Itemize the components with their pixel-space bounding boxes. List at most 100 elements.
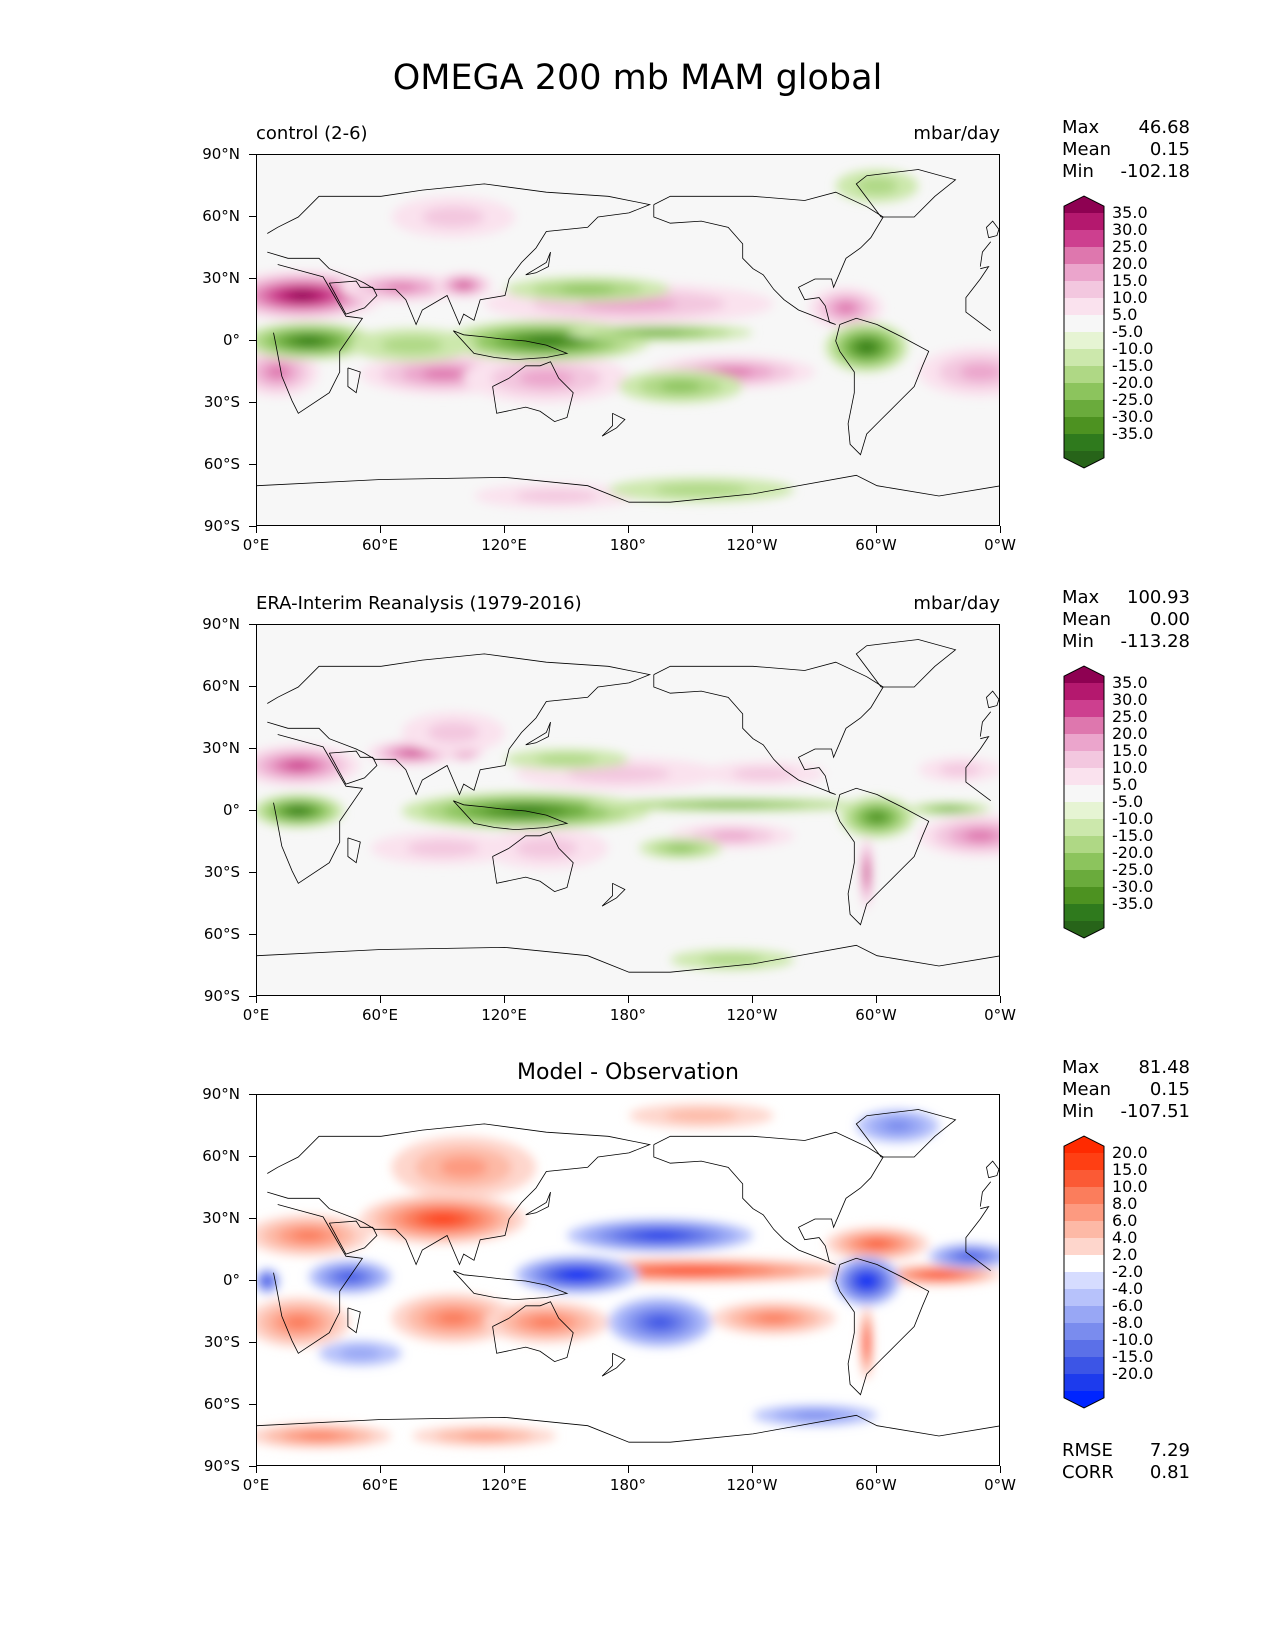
negative-anomaly bbox=[794, 1411, 836, 1419]
positive-anomaly bbox=[515, 489, 598, 503]
lon-tick-mark bbox=[256, 1466, 257, 1473]
colorbar-tick-label: 6.0 bbox=[1112, 1211, 1138, 1230]
stats-block: Max 100.93 Mean 0.00 Min -113.28 bbox=[1062, 587, 1190, 653]
lon-tick-mark bbox=[752, 996, 753, 1003]
colorbar-tick-label: 20.0 bbox=[1112, 1143, 1148, 1162]
lon-tick-mark bbox=[256, 526, 257, 533]
stat-name: Mean bbox=[1062, 609, 1112, 630]
colorbar-segment bbox=[1064, 196, 1104, 213]
colorbar-segment bbox=[1064, 887, 1104, 904]
stat-row: Min -102.18 bbox=[1062, 161, 1190, 183]
lat-tick-label: 90°S bbox=[203, 1457, 240, 1475]
lat-tick-label: 30°N bbox=[202, 1209, 240, 1227]
stat-row: Max 46.68 bbox=[1062, 117, 1190, 139]
stat-name: Mean bbox=[1062, 139, 1112, 160]
positive-anomaly bbox=[518, 369, 574, 387]
lat-tick-label: 30°S bbox=[203, 1333, 240, 1351]
negative-anomaly bbox=[636, 330, 684, 335]
stat-row: Mean 0.00 bbox=[1062, 609, 1190, 631]
lat-tick-mark bbox=[249, 872, 256, 873]
stat-row: Min -113.28 bbox=[1062, 631, 1190, 653]
stats-block: Max 81.48 Mean 0.15 Min -107.51 bbox=[1062, 1057, 1190, 1123]
lon-tick-label: 0°E bbox=[242, 536, 270, 554]
colorbar-tick-label: -25.0 bbox=[1112, 390, 1154, 409]
colorbar-tick-label: 10.0 bbox=[1112, 1177, 1148, 1196]
lon-tick-mark bbox=[876, 996, 877, 1003]
lon-tick-label: 60°W bbox=[855, 536, 897, 554]
lat-tick-label: 0° bbox=[222, 801, 240, 819]
negative-anomaly bbox=[290, 808, 306, 814]
colorbar-segment bbox=[1064, 836, 1104, 853]
map-plot bbox=[256, 624, 1000, 996]
colorbar-segment bbox=[1064, 1221, 1104, 1238]
coastline bbox=[257, 944, 999, 973]
negative-anomaly bbox=[529, 337, 564, 345]
lon-tick-mark bbox=[380, 1466, 381, 1473]
lon-tick-label: 0°E bbox=[242, 1476, 270, 1494]
colorbar-segment bbox=[1064, 717, 1104, 734]
colorbar-segment bbox=[1064, 768, 1104, 785]
colorbar-segment bbox=[1064, 1391, 1104, 1408]
colorbar bbox=[1063, 195, 1105, 469]
figure-title: OMEGA 200 mb MAM global bbox=[392, 58, 883, 98]
coastline bbox=[653, 661, 884, 795]
colorbar-segment bbox=[1064, 802, 1104, 819]
positive-anomaly bbox=[293, 1230, 325, 1241]
positive-anomaly bbox=[865, 1337, 868, 1349]
negative-anomaly bbox=[649, 1317, 671, 1328]
negative-anomaly bbox=[961, 1253, 979, 1259]
lon-tick-mark bbox=[380, 526, 381, 533]
colorbar-segment bbox=[1064, 1323, 1104, 1340]
lon-tick-label: 60°E bbox=[361, 1476, 399, 1494]
coastline bbox=[979, 1181, 992, 1207]
colorbar-tick-label: 10.0 bbox=[1112, 758, 1148, 777]
colorbar-tick-label: 25.0 bbox=[1112, 707, 1148, 726]
colorbar-segment bbox=[1064, 1238, 1104, 1255]
lon-tick-label: 120°W bbox=[726, 536, 778, 554]
positive-anomaly bbox=[758, 1314, 790, 1323]
colorbar-segment bbox=[1064, 734, 1104, 751]
lat-tick-label: 60°N bbox=[202, 207, 240, 225]
coastline bbox=[273, 734, 364, 884]
lat-tick-label: 30°S bbox=[203, 863, 240, 881]
negative-anomaly bbox=[265, 1278, 270, 1284]
coastline bbox=[453, 330, 569, 361]
coastline bbox=[979, 711, 992, 737]
colorbar-segment bbox=[1064, 1204, 1104, 1221]
stat-row: Min -107.51 bbox=[1062, 1101, 1190, 1123]
stat-name: Min bbox=[1062, 631, 1094, 652]
stat-value: -113.28 bbox=[1120, 631, 1190, 652]
positive-anomaly bbox=[422, 368, 464, 380]
positive-anomaly bbox=[959, 363, 999, 381]
coastline bbox=[835, 787, 930, 926]
lon-tick-mark bbox=[1000, 1466, 1001, 1473]
colorbar-segment bbox=[1064, 700, 1104, 717]
coastline bbox=[855, 169, 957, 218]
positive-anomaly bbox=[836, 302, 856, 314]
coastline bbox=[273, 1204, 364, 1354]
coastline bbox=[257, 474, 999, 503]
colorbar-segment bbox=[1064, 785, 1104, 802]
panel-left-label: ERA-Interim Reanalysis (1979-2016) bbox=[256, 593, 582, 614]
lon-tick-mark bbox=[1000, 996, 1001, 1003]
coastline bbox=[965, 735, 991, 802]
positive-anomaly bbox=[402, 750, 422, 756]
colorbar-tick-label: -10.0 bbox=[1112, 809, 1154, 828]
negative-anomaly bbox=[869, 813, 885, 822]
positive-anomaly bbox=[422, 206, 485, 228]
coastline bbox=[525, 251, 551, 276]
colorbar-segment bbox=[1064, 1187, 1104, 1204]
colorbar-segment bbox=[1064, 1255, 1104, 1272]
stat-row: Max 81.48 bbox=[1062, 1057, 1190, 1079]
stat-value: 7.29 bbox=[1149, 1440, 1190, 1461]
coastline bbox=[601, 412, 626, 437]
stat-row: Mean 0.15 bbox=[1062, 1079, 1190, 1101]
lon-tick-mark bbox=[504, 526, 505, 533]
coastline bbox=[347, 367, 361, 394]
stat-name: Min bbox=[1062, 1101, 1094, 1122]
colorbar-tick-label: -2.0 bbox=[1112, 1262, 1144, 1281]
colorbar-segment bbox=[1064, 1170, 1104, 1187]
lon-tick-label: 60°W bbox=[855, 1476, 897, 1494]
lon-tick-label: 120°E bbox=[481, 536, 527, 554]
colorbar-tick-label: -5.0 bbox=[1112, 322, 1144, 341]
